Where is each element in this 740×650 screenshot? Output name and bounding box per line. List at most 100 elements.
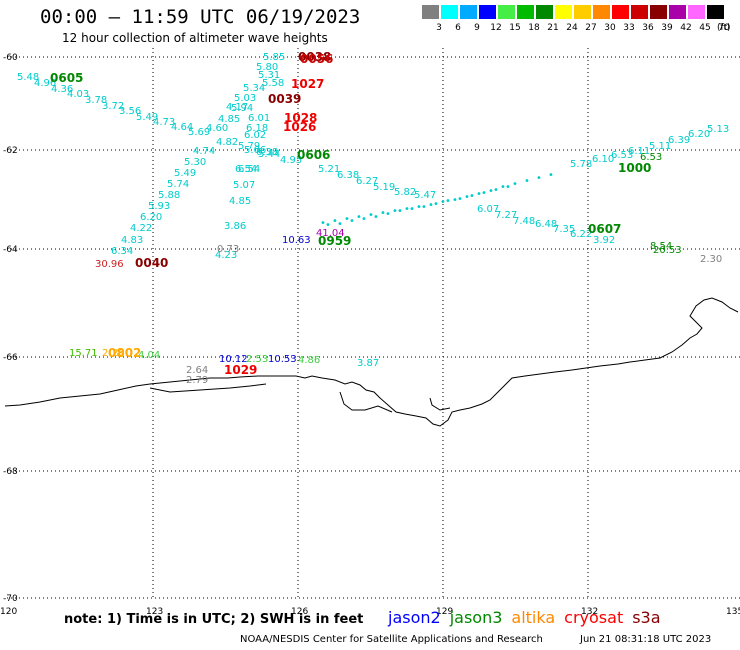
swh-value: 4.86 [298,355,320,366]
swh-value: 3.86 [224,221,246,232]
swh-value: 2 [102,348,108,359]
pass-time-label: 1000 [618,161,651,175]
swh-value: 6.48 [535,219,557,230]
legend-swatch [669,5,686,19]
legend-swatch [422,5,439,19]
track-mark: • [452,195,458,206]
swh-value: 6.38 [337,170,359,181]
swh-value: 20 [112,348,125,359]
satellite-name: s3a [632,608,661,627]
swh-value: 0.73 [217,244,239,255]
track-mark: • [380,208,386,219]
swh-value: 6.39 [668,135,690,146]
legend-label: 15 [509,23,521,33]
swh-value: 5.49 [136,112,158,123]
swh-value: 4.95 [280,155,302,166]
swh-value: 3.78 [85,95,107,106]
swh-points: 5.484.964.364.033.783.723.565.494.734.64… [17,52,729,386]
swh-value: 4.22 [130,223,152,234]
map-subtitle: 12 hour collection of altimeter wave hei… [62,31,328,45]
legend-swatch [498,5,515,19]
track-mark: • [404,204,410,215]
coastline-inlet [339,391,393,413]
swh-value: 5.13 [707,124,729,135]
longitude-label: 129 [436,607,453,617]
swh-value: 4.64 [171,122,193,133]
swh-value: 6.20 [688,129,710,140]
legend-swatch [536,5,553,19]
swh-value: 4.36 [51,84,73,95]
legend-swatch [460,5,477,19]
track-mark: • [548,170,554,181]
swh-value: 4.17 [226,102,248,113]
swh-value: 4.73 [153,117,175,128]
swh-value: 4.83 [121,235,143,246]
swh-value: 20.53 [653,245,682,256]
latitude-label: -70 [3,594,18,604]
swh-value: 5.07 [233,180,255,191]
swh-value: 7.35 [553,224,575,235]
swh-value: 5.34 [243,83,265,94]
legend-swatch [517,5,534,19]
coastline-bay [149,383,267,393]
track-mark: • [488,186,494,197]
swh-value: 6.22 [570,229,592,240]
swh-value: 4.85 [229,196,251,207]
swh-value: 7.48 [513,216,535,227]
track-mark: • [469,191,475,202]
swh-value: 5.93 [148,201,170,212]
swh-value: 5.49 [174,168,196,179]
swh-value: 3.87 [357,358,379,369]
swh-value: 6.53 [611,150,633,161]
track-mark: • [433,199,439,210]
track-mark: • [457,194,463,205]
legend-label: 9 [474,23,480,33]
track-mark: • [325,220,331,231]
legend-label: 33 [623,23,635,33]
satellite-name: cryosat [564,608,624,627]
track-mark: • [368,210,374,221]
swh-value: 10.53 [268,354,297,365]
swh-value: 5.78 [570,159,592,170]
legend-label: 30 [604,23,616,33]
swh-value: 6.34 [111,246,133,257]
longitude-label: 135 [726,607,740,617]
footnote: note: 1) Time is in UTC; 2) SWH is in fe… [64,612,364,627]
swh-value: 2.53 [246,354,268,365]
pass-time-label: 1027 [291,77,324,91]
track-mark: • [464,192,470,203]
legend-swatch [479,5,496,19]
track-mark: • [476,189,482,200]
swh-value: 4.04 [138,350,160,361]
track-mark: • [332,216,338,227]
pass-time-label: 0056 [300,52,333,66]
satellite-name: jason3 [449,608,503,627]
legend-swatch [441,5,458,19]
swh-value: 5.19 [373,182,395,193]
latitude-label: -60 [3,53,18,63]
track-mark: • [512,179,518,190]
legend-label: 36 [642,23,654,33]
swh-value: 4.03 [67,89,89,100]
swh-value: 5.47 [414,190,436,201]
track-mark: • [349,216,355,227]
latitude-label: -62 [3,146,18,156]
legend-label: 45 [699,23,711,33]
swh-value: 30.96 [95,259,124,270]
swh-value: 5.11 [649,141,671,152]
track-mark: • [356,212,362,223]
swh-value: 8.54 [650,241,672,252]
swh-value: 4.60 [206,123,228,134]
longitude-label: 123 [146,607,163,617]
latitude-label: -68 [3,467,18,477]
longitude-label: 126 [291,607,308,617]
swh-value: 5.74 [167,179,189,190]
track-mark: • [337,219,343,230]
swh-value: 10.63 [282,235,311,246]
swh-value: 5.58 [262,78,284,89]
swh-value: 6.54 [238,164,260,175]
track-mark: • [445,196,451,207]
pass-time-label: 0038 [298,50,331,64]
